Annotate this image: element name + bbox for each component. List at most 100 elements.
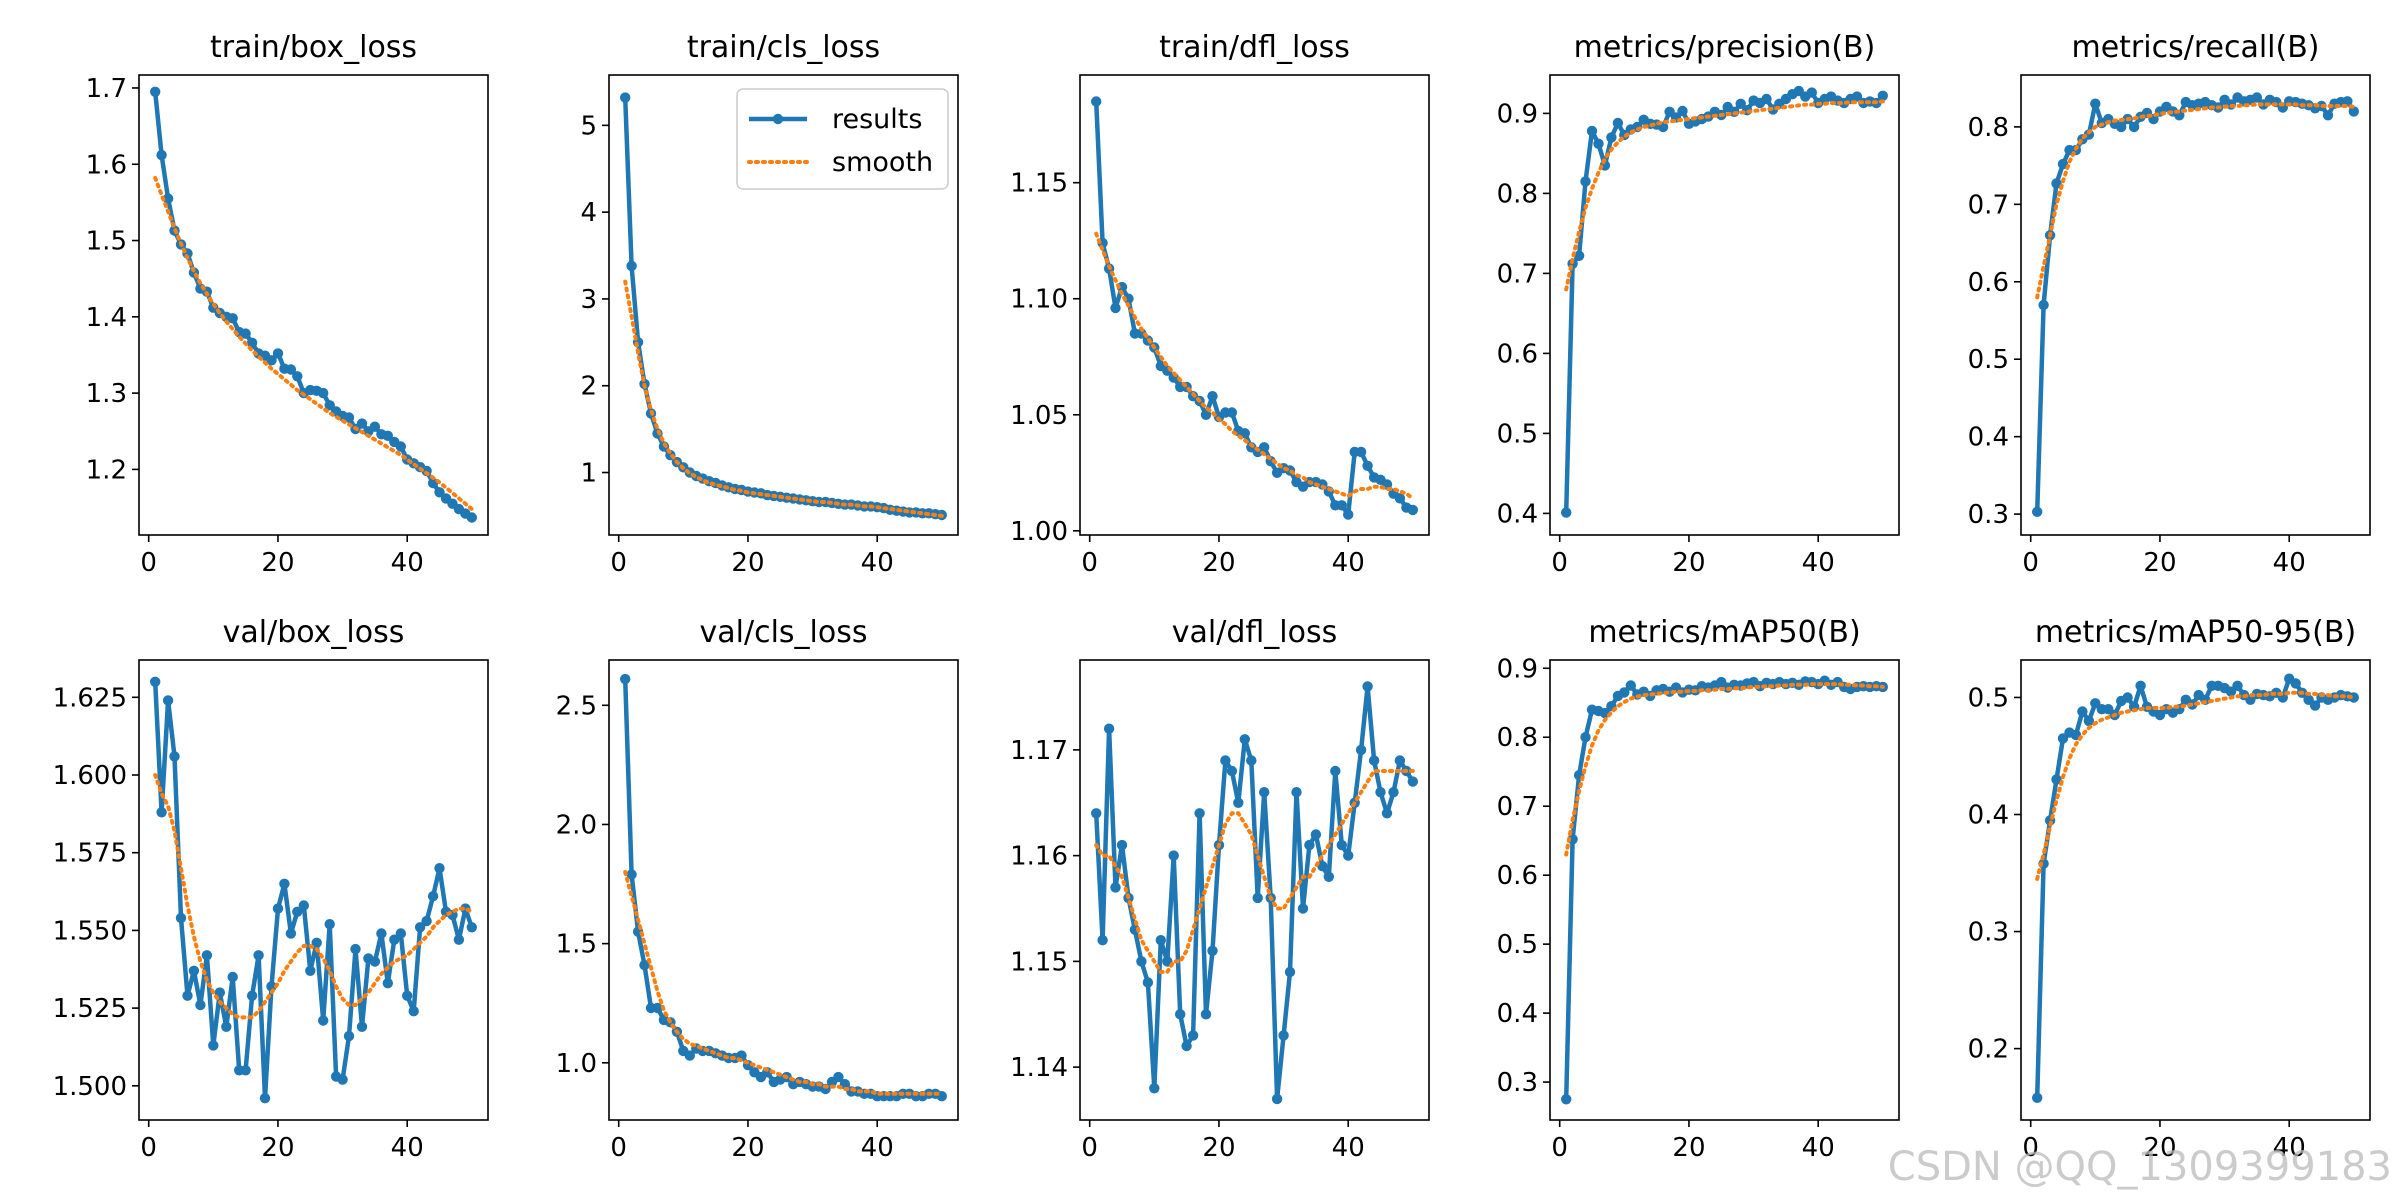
y-tick-label: 0.4: [1497, 999, 1538, 1029]
results-point: [1207, 945, 1218, 956]
x-tick-label: 20: [1672, 548, 1705, 578]
results-point: [434, 487, 445, 498]
results-point: [1381, 808, 1393, 819]
results-point: [1097, 935, 1108, 946]
results-point: [337, 1074, 348, 1085]
plot-frame: [608, 74, 959, 536]
results-point: [1207, 391, 1218, 402]
y-tick-label: 0.2: [1968, 1035, 2009, 1065]
results-point: [1284, 966, 1296, 978]
x-tick-label: 20: [261, 548, 294, 578]
y-tick-label: 1.500: [53, 1072, 127, 1102]
results-point: [434, 863, 445, 874]
results-line: [152, 681, 474, 1101]
x-tick-label: 40: [1802, 548, 1835, 578]
y-tick-label: 0.3: [1497, 1068, 1538, 1098]
results-point: [382, 430, 393, 441]
smooth-line: [2035, 690, 2356, 881]
results-point: [1226, 407, 1238, 418]
results-point: [1181, 1040, 1192, 1052]
y-tick-label: 1.14: [1010, 1053, 1068, 1083]
results-point: [1323, 871, 1335, 882]
results-point: [1343, 509, 1354, 520]
subplot-title: val/cls_loss: [700, 615, 868, 650]
y-tick-label: 0.6: [1497, 861, 1538, 891]
results-point: [2032, 506, 2043, 517]
results-point: [285, 364, 297, 375]
y-tick-label: 1.3: [86, 379, 127, 409]
results-point: [1580, 732, 1591, 743]
y-tick-label: 1.5: [556, 930, 597, 960]
results-point: [1877, 90, 1889, 102]
subplot-title: train/cls_loss: [687, 30, 880, 65]
results-point: [1239, 428, 1251, 439]
results-point: [195, 999, 206, 1011]
results-point: [2038, 299, 2049, 311]
results-point: [1355, 446, 1367, 458]
results-line: [1563, 88, 1885, 513]
results-point: [2051, 178, 2062, 189]
results-point: [1619, 687, 1630, 698]
y-tick-label: 1.625: [53, 683, 127, 713]
y-tick-label: 0.6: [1497, 339, 1538, 369]
x-tick-label: 40: [2273, 1133, 2306, 1163]
results-point: [1310, 829, 1322, 840]
watermark: CSDN @QQ_1309399183: [1887, 1144, 2392, 1190]
x-tick-label: 0: [1081, 1133, 1098, 1163]
subplot-5: metrics/recall(B) 0 20 40 0.3 0.4 0.5 0.6 0.7 0.8: [1968, 30, 2371, 578]
results-point: [188, 965, 200, 976]
y-tick-label: 0.4: [1968, 423, 2009, 453]
y-tick-label: 1.5: [86, 227, 127, 257]
x-tick-label: 40: [1332, 548, 1365, 578]
results-point: [208, 1040, 219, 1051]
plot-frame: [2020, 659, 2371, 1121]
x-tick-label: 0: [2022, 1133, 2039, 1163]
results-point: [1246, 755, 1257, 766]
results-point: [652, 1002, 663, 1014]
results-point: [292, 371, 303, 382]
results-point: [1612, 117, 1624, 129]
results-line: [2034, 95, 2356, 512]
results-point: [1168, 850, 1179, 861]
results-point: [684, 1050, 695, 1061]
results-point: [1573, 250, 1585, 261]
smooth-line: [1564, 99, 1885, 292]
y-tick-label: 0.7: [1497, 792, 1538, 822]
x-tick-label: 0: [1551, 548, 1568, 578]
results-point: [1142, 977, 1154, 988]
results-line: [2034, 676, 2355, 1098]
results-point: [240, 328, 251, 339]
y-tick-label: 0.7: [1497, 259, 1538, 289]
results-point: [1806, 87, 1818, 98]
results-point: [1239, 734, 1251, 745]
y-tick-label: 2.0: [556, 810, 597, 840]
y-tick-label: 0.5: [1968, 683, 2009, 713]
subplot-10: metrics/mAP50-95(B) 0 20 40 0.2 0.3 0.4 0.5: [1968, 615, 2371, 1163]
y-tick-label: 0.3: [1968, 918, 2009, 948]
y-tick-label: 1.10: [1010, 285, 1068, 315]
results-point: [2032, 1092, 2043, 1104]
smooth-line: [1094, 769, 1415, 974]
subplot-7: val/cls_loss 0 20 40 1.0 1.5 2.0 2.5: [556, 615, 959, 1163]
y-tick-label: 0.4: [1497, 499, 1538, 529]
results-point: [150, 86, 161, 98]
results-point: [356, 418, 368, 429]
results-point: [2251, 92, 2263, 103]
results-point: [2077, 706, 2088, 717]
results-point: [246, 990, 258, 1001]
x-tick-label: 20: [731, 1133, 764, 1163]
subplot-title: metrics/recall(B): [2071, 30, 2319, 65]
results-point: [343, 1030, 355, 1042]
x-tick-label: 0: [1081, 548, 1098, 578]
y-tick-label: 1.525: [53, 994, 127, 1024]
y-tick-label: 1.17: [1010, 736, 1068, 766]
results-point: [408, 1006, 419, 1017]
subplot-9: metrics/mAP50(B) 0 20 40 0.3 0.4 0.5 0.6 0.7 0.8 0…: [1497, 615, 1900, 1163]
results-point: [1271, 1093, 1283, 1105]
results-point: [2090, 98, 2101, 109]
results-point: [1317, 861, 1328, 872]
results-point: [1355, 744, 1367, 756]
results-point: [395, 441, 406, 452]
results-point: [421, 915, 432, 927]
plot-frame: [1549, 659, 1900, 1121]
